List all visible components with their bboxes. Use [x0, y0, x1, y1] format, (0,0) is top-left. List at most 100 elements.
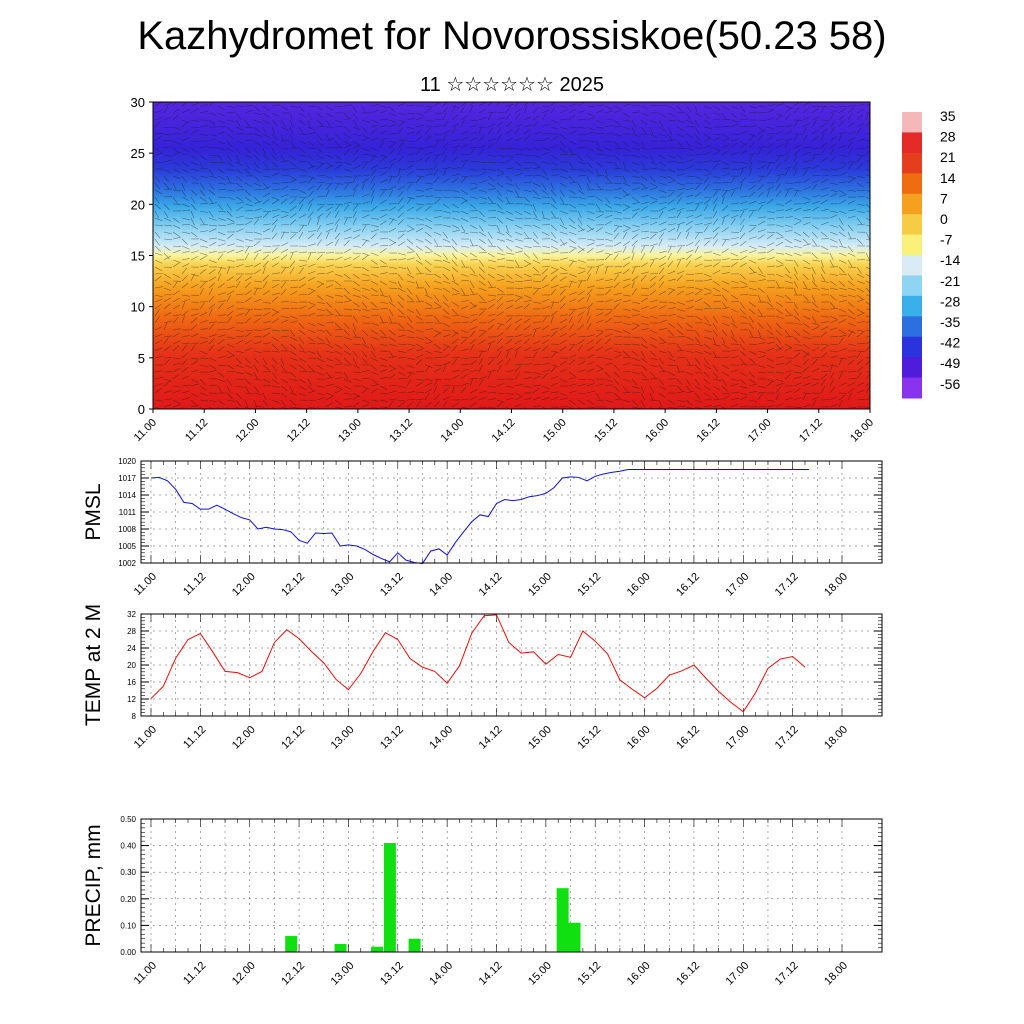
wind-barb: [388, 175, 397, 177]
x-tick-label: 18.00: [822, 724, 850, 752]
wind-barb: [442, 147, 447, 156]
wind-barb: [217, 283, 225, 289]
wind-barb: [244, 217, 254, 219]
wind-barb: [208, 168, 214, 176]
wind-barb: [685, 202, 694, 205]
colorbar-label: -49: [940, 355, 960, 371]
wind-barb: [721, 239, 727, 247]
wind-barb: [568, 182, 578, 184]
wind-barb: [649, 221, 658, 226]
wind-barb: [739, 201, 748, 205]
wind-barb: [748, 154, 753, 163]
wind-barb: [217, 385, 223, 394]
wind-barb: [856, 389, 865, 394]
wind-barb: [559, 109, 568, 114]
wind-barb: [586, 334, 595, 338]
wind-barb: [442, 400, 448, 408]
wind-barb: [847, 387, 855, 394]
wind-barb: [694, 378, 700, 386]
wind-barb: [487, 142, 495, 149]
wind-barb: [406, 112, 415, 115]
wind-barb: [586, 383, 595, 387]
wind-barb: [298, 214, 307, 219]
wind-barb: [415, 203, 425, 205]
wind-barb: [271, 350, 280, 353]
wind-barb: [334, 385, 343, 390]
wind-barb: [856, 350, 862, 359]
wind-barb: [847, 371, 856, 373]
wind-barb: [217, 406, 219, 409]
wind-barb: [766, 273, 775, 276]
wind-barb: [766, 108, 775, 114]
wind-barb: [334, 389, 343, 394]
wind-barb: [676, 192, 684, 198]
wind-barb: [478, 231, 487, 237]
wind-barb: [541, 202, 550, 205]
wind-barb: [712, 322, 718, 331]
x-tick-label: 18.00: [822, 960, 850, 988]
wind-barb: [442, 203, 450, 209]
wind-barb: [208, 237, 217, 240]
wind-barb: [442, 238, 451, 243]
wind-barb: [262, 228, 271, 233]
wind-barb: [847, 330, 854, 338]
wind-barb: [757, 336, 766, 341]
wind-barb: [703, 259, 712, 262]
wind-barb: [361, 287, 370, 291]
wind-barb: [568, 140, 577, 145]
wind-barb: [532, 301, 541, 304]
wind-barb: [181, 397, 190, 401]
wind-barb: [550, 327, 559, 331]
wind-barb: [550, 396, 559, 401]
wind-barb: [631, 371, 640, 375]
wind-barb: [703, 240, 711, 247]
wind-barb: [613, 406, 617, 409]
wind-barb: [181, 310, 189, 317]
wind-barb: [208, 154, 217, 157]
wind-barb: [271, 385, 280, 388]
wind-barb: [766, 242, 775, 247]
wind-barb: [784, 113, 791, 121]
wind-barb: [523, 189, 532, 193]
wind-barb: [208, 259, 217, 264]
wind-barb: [307, 364, 314, 372]
wind-barb: [865, 273, 870, 278]
wind-barb: [820, 321, 829, 324]
wind-barb: [460, 175, 469, 178]
wind-barb: [424, 273, 433, 275]
wind-barb: [523, 124, 532, 128]
wind-barb: [838, 318, 847, 324]
wind-barb: [370, 388, 378, 394]
wind-barb: [262, 254, 270, 261]
wind-barb: [775, 308, 783, 314]
wind-barb: [451, 374, 460, 380]
wind-barb: [802, 146, 811, 149]
wind-barb: [604, 289, 612, 296]
wind-barb: [757, 350, 766, 354]
wind-barb: [514, 182, 520, 190]
wind-barb: [217, 371, 225, 378]
wind-barb: [379, 385, 388, 390]
wind-barb: [379, 190, 385, 198]
wind-barb: [334, 203, 343, 206]
wind-barb: [379, 244, 388, 247]
x-tick-label: 14.12: [477, 571, 505, 599]
wind-barb: [370, 182, 376, 191]
wind-barb: [307, 312, 316, 317]
wind-barb: [604, 347, 613, 352]
wind-barb: [793, 252, 802, 256]
wind-barb: [370, 104, 379, 107]
wind-barb: [487, 238, 493, 246]
wind-barb: [352, 165, 361, 170]
wind-barb: [658, 189, 667, 194]
wind-barb: [415, 227, 424, 233]
wind-barb: [748, 280, 757, 283]
wind-barb: [217, 126, 227, 128]
wind-barb: [541, 123, 550, 128]
wind-barb: [685, 194, 694, 198]
wind-barb: [676, 147, 685, 149]
wind-barb: [388, 162, 395, 170]
wind-barb: [262, 406, 266, 409]
wind-barb: [766, 169, 772, 177]
